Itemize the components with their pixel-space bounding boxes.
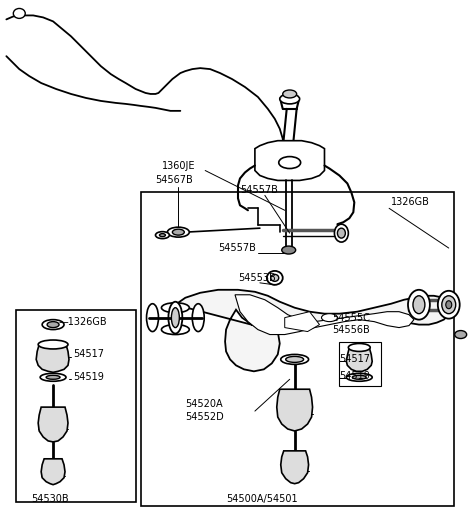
Text: 54517: 54517 xyxy=(73,350,104,359)
Ellipse shape xyxy=(13,8,25,19)
Bar xyxy=(340,341,381,386)
Polygon shape xyxy=(235,295,414,335)
Text: —1326GB: —1326GB xyxy=(58,317,107,326)
Ellipse shape xyxy=(442,296,456,314)
Text: 54500A/54501: 54500A/54501 xyxy=(226,493,298,504)
Text: 54517: 54517 xyxy=(340,354,370,364)
Ellipse shape xyxy=(408,290,430,320)
Ellipse shape xyxy=(47,322,59,327)
Ellipse shape xyxy=(192,304,204,332)
Ellipse shape xyxy=(172,229,184,235)
Ellipse shape xyxy=(413,296,425,314)
Text: 54567B: 54567B xyxy=(155,175,193,186)
Ellipse shape xyxy=(352,375,366,379)
Text: 54520A: 54520A xyxy=(185,399,223,409)
Polygon shape xyxy=(38,407,68,442)
Ellipse shape xyxy=(169,302,182,334)
Text: 54552D: 54552D xyxy=(185,412,224,422)
Polygon shape xyxy=(277,389,313,431)
Ellipse shape xyxy=(455,331,466,339)
Ellipse shape xyxy=(162,303,189,313)
Bar xyxy=(141,192,454,506)
Ellipse shape xyxy=(171,308,180,327)
Text: 54553B: 54553B xyxy=(238,273,276,283)
Ellipse shape xyxy=(348,343,370,352)
Ellipse shape xyxy=(334,224,348,242)
Polygon shape xyxy=(285,311,320,332)
Polygon shape xyxy=(255,141,324,180)
Bar xyxy=(16,310,135,502)
Ellipse shape xyxy=(346,373,372,381)
Ellipse shape xyxy=(271,274,279,281)
Text: 54557B: 54557B xyxy=(218,243,256,253)
Text: 54555C: 54555C xyxy=(332,313,371,323)
Ellipse shape xyxy=(146,304,159,332)
Polygon shape xyxy=(281,451,309,484)
Ellipse shape xyxy=(286,356,304,362)
Ellipse shape xyxy=(322,314,337,322)
Text: 54557B: 54557B xyxy=(240,186,278,195)
Ellipse shape xyxy=(42,320,64,329)
Text: 1326GB: 1326GB xyxy=(391,197,430,207)
Text: 54556B: 54556B xyxy=(332,324,370,335)
Ellipse shape xyxy=(38,340,68,349)
Ellipse shape xyxy=(283,90,297,98)
Ellipse shape xyxy=(267,271,283,285)
Ellipse shape xyxy=(280,94,300,104)
Text: 54530B: 54530B xyxy=(31,493,69,504)
Ellipse shape xyxy=(167,227,189,237)
Polygon shape xyxy=(346,347,372,371)
Ellipse shape xyxy=(337,228,345,238)
Ellipse shape xyxy=(160,234,165,236)
Ellipse shape xyxy=(40,373,66,381)
Ellipse shape xyxy=(155,232,170,238)
Polygon shape xyxy=(36,344,69,372)
Ellipse shape xyxy=(438,291,460,319)
Ellipse shape xyxy=(279,157,301,169)
Text: 54519: 54519 xyxy=(73,372,104,382)
Ellipse shape xyxy=(282,246,295,254)
Text: 1360JE: 1360JE xyxy=(162,160,196,171)
Text: 54519: 54519 xyxy=(340,371,370,381)
Polygon shape xyxy=(41,459,65,485)
Ellipse shape xyxy=(46,375,60,379)
Ellipse shape xyxy=(281,355,309,364)
Ellipse shape xyxy=(446,301,452,309)
Polygon shape xyxy=(175,290,451,371)
Ellipse shape xyxy=(162,325,189,335)
